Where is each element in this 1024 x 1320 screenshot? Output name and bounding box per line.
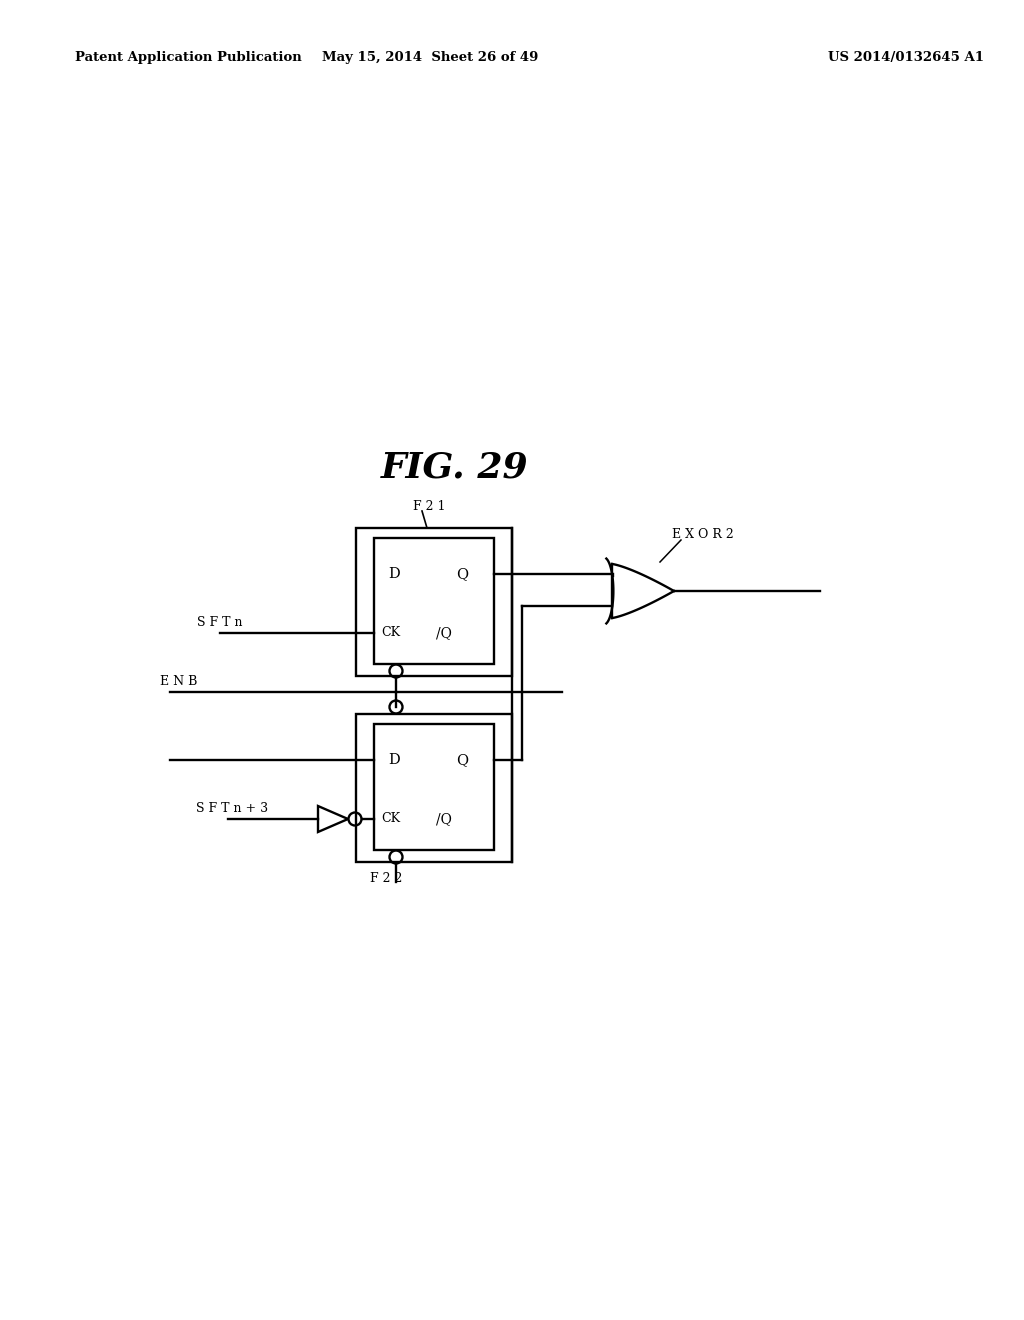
Text: E N B: E N B — [160, 675, 198, 688]
Text: S F T n: S F T n — [197, 616, 243, 630]
Text: E X O R 2: E X O R 2 — [672, 528, 734, 540]
Text: Q: Q — [456, 568, 468, 581]
Bar — [356, 714, 512, 862]
Text: Patent Application Publication: Patent Application Publication — [75, 51, 302, 65]
Text: S F T n + 3: S F T n + 3 — [196, 803, 268, 814]
Text: D: D — [388, 752, 399, 767]
Bar — [374, 539, 494, 664]
Text: D: D — [388, 568, 399, 581]
Text: US 2014/0132645 A1: US 2014/0132645 A1 — [828, 51, 984, 65]
Bar — [356, 528, 512, 676]
Text: CK: CK — [381, 627, 400, 639]
Text: /Q: /Q — [436, 626, 452, 640]
Text: May 15, 2014  Sheet 26 of 49: May 15, 2014 Sheet 26 of 49 — [322, 51, 539, 65]
Text: /Q: /Q — [436, 812, 452, 826]
Bar — [374, 723, 494, 850]
Text: F 2 1: F 2 1 — [413, 499, 445, 512]
Text: F 2 2: F 2 2 — [370, 871, 402, 884]
Text: FIG. 29: FIG. 29 — [381, 451, 528, 484]
Text: Q: Q — [456, 752, 468, 767]
Text: CK: CK — [381, 813, 400, 825]
